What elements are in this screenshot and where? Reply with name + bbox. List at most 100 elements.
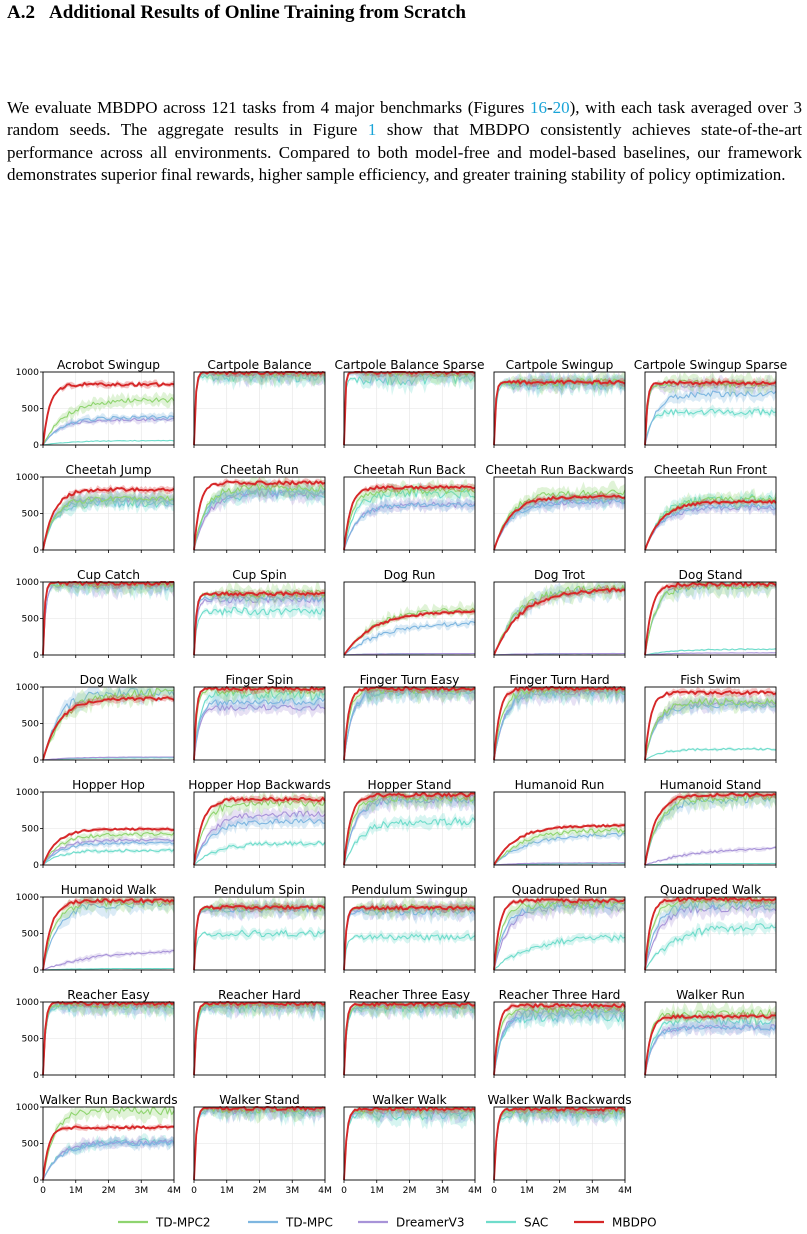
confidence-band [494, 931, 625, 970]
confidence-band [645, 404, 776, 445]
figure-ref-link[interactable]: 1 [367, 120, 377, 140]
confidence-band [194, 601, 325, 655]
series-line [343, 792, 475, 866]
confidence-band [344, 1107, 475, 1180]
subplot: Finger Spin [193, 673, 326, 763]
figure-ref-link[interactable]: 20 [552, 98, 570, 117]
confidence-band [645, 690, 776, 760]
confidence-band [494, 687, 625, 760]
confidence-band [43, 1133, 174, 1180]
subplot: Reacher Hard [193, 988, 326, 1078]
subplot: Reacher Three Hard [493, 988, 626, 1078]
figure-ref-link[interactable]: 16 [529, 98, 547, 117]
subplot: Reacher Three Easy [343, 988, 476, 1078]
series-line [644, 904, 777, 971]
x-tick-label: 1M [220, 1185, 234, 1196]
subplot-title: Pendulum Spin [214, 883, 305, 897]
series-line [42, 841, 175, 866]
series-line [42, 487, 175, 551]
series-line [644, 690, 777, 761]
subplot-title: Pendulum Swingup [351, 883, 468, 897]
subplot-title: Finger Turn Easy [360, 673, 460, 687]
confidence-band [43, 582, 174, 655]
confidence-band [194, 687, 325, 760]
x-tick-label: 3M [134, 1185, 148, 1196]
series-line [42, 1140, 175, 1181]
confidence-band [194, 1002, 325, 1075]
confidence-band [43, 582, 174, 655]
confidence-band [43, 582, 174, 655]
subplot: Humanoid Stand [644, 778, 777, 868]
subplot-title: Walker Walk [372, 1093, 447, 1107]
series-line [644, 390, 777, 446]
confidence-band [344, 477, 475, 550]
confidence-band [194, 481, 325, 550]
subplot-title: Finger Turn Hard [509, 673, 609, 687]
y-tick-label: 0 [33, 965, 39, 976]
series-line [644, 899, 777, 971]
confidence-band [344, 687, 475, 760]
confidence-band [194, 477, 325, 550]
subplot: Cheetah Run [193, 463, 326, 553]
subplot: Hopper Stand [343, 778, 476, 868]
subplot-title: Walker Walk Backwards [487, 1093, 631, 1107]
confidence-band [645, 498, 776, 550]
subplot: Dog Stand [644, 568, 777, 658]
subplot-title: Walker Run [676, 988, 745, 1002]
confidence-band [194, 372, 325, 445]
confidence-band [43, 897, 174, 970]
subplot: Dog Trot [493, 568, 626, 658]
series-line [42, 832, 175, 866]
x-tick-label: 2M [102, 1185, 116, 1196]
subplot: Cheetah Jump 0 500 1000 [16, 463, 175, 556]
confidence-band [494, 584, 625, 655]
subplot-title: Cup Catch [77, 568, 140, 582]
series-line [493, 494, 626, 551]
series-line [42, 1125, 175, 1181]
subplot: Dog Walk 0 500 1000 [16, 673, 175, 766]
series-line [493, 379, 626, 446]
y-tick-label: 0 [33, 860, 39, 871]
confidence-band [194, 901, 325, 970]
confidence-band [344, 372, 475, 445]
confidence-band [494, 492, 625, 550]
confidence-band [344, 792, 475, 865]
subplot: Humanoid Walk 0 500 1000 [16, 883, 175, 976]
series-line [493, 1107, 626, 1181]
subplot: Fish Swim [644, 673, 777, 763]
series-line [343, 652, 475, 656]
x-tick-label: 0 [40, 1185, 46, 1196]
series-line [42, 1106, 175, 1181]
y-tick-label: 500 [21, 1034, 39, 1045]
series-line [644, 495, 777, 551]
x-tick-label: 1M [520, 1185, 534, 1196]
series-line [343, 793, 476, 866]
y-tick-label: 0 [33, 440, 39, 451]
series-line [644, 896, 777, 971]
confidence-band [344, 687, 475, 760]
confidence-band [43, 488, 174, 550]
series-line [42, 498, 175, 551]
subplot-title: Dog Run [384, 568, 436, 582]
subplot-title: Quadruped Run [512, 883, 607, 897]
series-line [193, 818, 325, 866]
confidence-band [43, 1002, 174, 1075]
series-line [493, 687, 626, 761]
confidence-band [645, 689, 776, 760]
series-line [193, 810, 326, 866]
series-line [644, 408, 777, 446]
series-line [42, 382, 175, 446]
y-tick-label: 1000 [16, 997, 40, 1008]
series-line [42, 756, 174, 761]
confidence-band [194, 1002, 325, 1075]
subplot: Quadruped Run [493, 883, 626, 973]
series-line [644, 862, 777, 866]
series-line [193, 799, 326, 866]
series-line [493, 498, 626, 551]
confidence-band [43, 391, 174, 445]
series-line [42, 696, 175, 761]
series-line [193, 796, 326, 866]
confidence-band [645, 897, 776, 970]
confidence-band [194, 1002, 325, 1075]
series-line [493, 862, 626, 866]
